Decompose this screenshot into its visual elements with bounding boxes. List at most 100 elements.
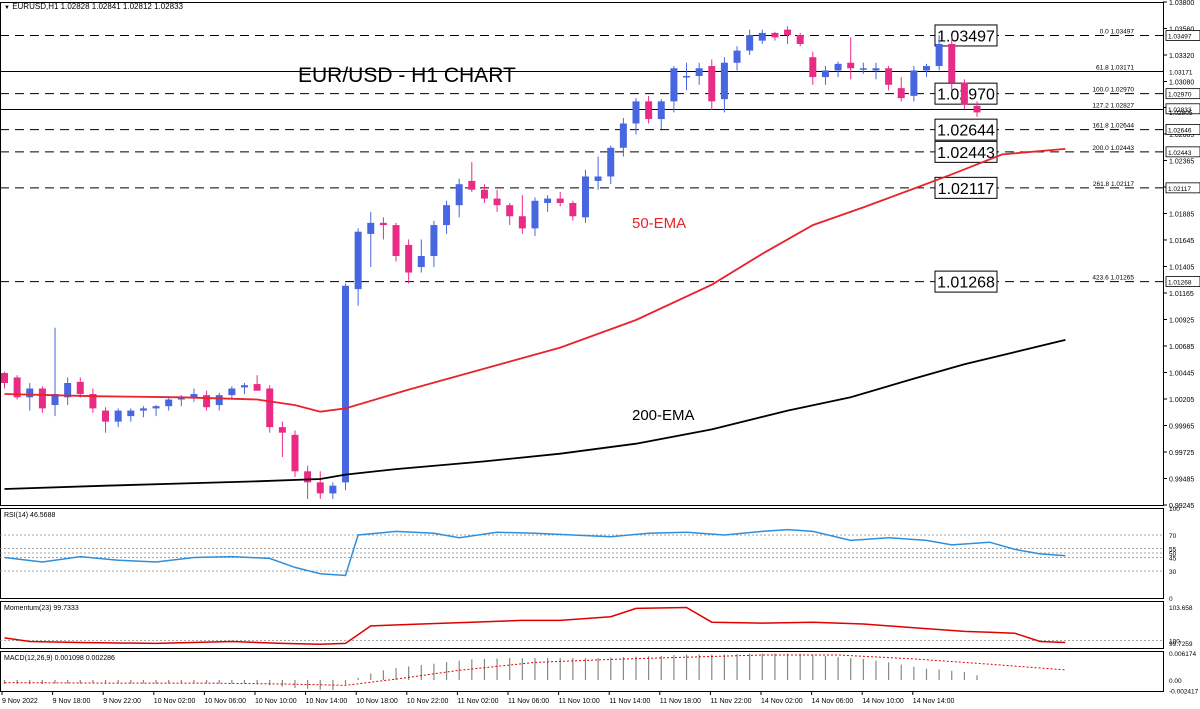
candle-body [102,410,110,422]
momentum-tick-label: 100 [1169,639,1180,646]
candle-body [240,385,248,388]
y-tick-label: 1.03560 [1169,27,1194,34]
candle-body [278,427,286,433]
rsi-name: RSI(14) 46.5688 [4,512,55,519]
candle-body [468,180,476,190]
candle-body [619,123,627,148]
candle-body [935,43,943,67]
fib-label: 261.8 1.02117 [1093,181,1134,188]
rsi-tick-label: 55 [1169,547,1177,554]
x-tick-label: 10 Nov 10:00 [255,698,297,705]
ema50-line [4,148,1066,413]
candle-body [695,68,703,76]
candle-body [379,222,387,226]
candle-body [253,384,261,391]
level-label: 1.01268 [937,275,995,292]
rsi-tick-label: 70 [1169,533,1177,540]
candle-body [733,50,741,63]
price-tag-box [1165,146,1200,158]
candle-body [720,62,728,100]
panel-frame-3 [0,651,1164,692]
level-box [934,176,998,199]
candle-body [834,63,842,71]
candle-body [152,406,160,409]
candle-body [114,410,122,422]
level-label: 1.02644 [937,123,995,140]
x-tick-label: 9 Nov 22:00 [103,698,141,705]
candle-body [38,388,46,409]
momentum-tick-label: 103.658 [1169,605,1193,612]
price-tag-label: 1.03497 [1168,33,1192,40]
price-tag-box [1165,30,1200,41]
candle-body [670,68,678,102]
candle-body [683,75,691,78]
candle-body [544,198,552,203]
x-tick-label: 11 Nov 02:00 [457,698,498,705]
ema200-label: 200-EMA [632,407,695,424]
candle-body [632,101,640,124]
y-tick-label: 1.00685 [1169,344,1194,351]
y-tick-label: 1.02605 [1169,132,1194,139]
momentum-tick-label: 99.7259 [1169,641,1193,648]
candle-body [493,198,501,206]
candle-body [443,205,451,226]
candle-body [13,377,21,398]
level-box [934,118,998,141]
x-tick-label: 11 Nov 06:00 [508,698,549,705]
candle-body [645,101,653,120]
y-tick-label: 1.01645 [1169,238,1194,245]
x-tick-label: 11 Nov 22:00 [710,698,751,705]
macd-tick-label: -0.002417 [1169,689,1199,696]
rsi-tick-label: 0 [1169,596,1173,603]
y-tick-label: 0.99725 [1169,450,1194,457]
candle-body [64,382,72,398]
fib-label: 61.8 1.03171 [1096,64,1134,71]
panel-frame-2 [0,601,1164,649]
dropdown-arrow-icon[interactable]: ▼ [4,5,10,11]
candle-body [821,70,829,78]
ema50-label: 50-EMA [632,215,686,232]
candle-body [809,57,817,78]
y-tick-label: 0.99965 [1169,423,1194,430]
x-tick-label: 14 Nov 10:00 [862,698,904,705]
candle-body [758,32,766,41]
y-tick-label: 1.03171 [1169,69,1193,76]
momentum-name: Momentum(23) 99.7333 [4,605,79,612]
fib-label: 200.0 1.02443 [1092,145,1134,152]
level-box [934,140,998,163]
candle-body [708,66,716,102]
level-box [934,270,998,293]
candle-body [973,105,981,113]
candle-body [960,82,968,105]
fib-label: 127.2 1.02827 [1092,102,1134,109]
candle-body [771,32,779,38]
x-tick-label: 10 Nov 06:00 [204,698,246,705]
price-tag-label: 1.02646 [1168,127,1192,134]
candle-body [859,68,867,70]
candle-body [607,147,615,177]
fib-label: 423.6 1.01265 [1092,275,1134,282]
rsi-tick-label: 50 [1169,551,1177,558]
chart-title: EUR/USD - H1 CHART [298,64,516,87]
fib-label: 100.0 1.02970 [1092,87,1134,94]
candle-body [531,200,539,229]
candle-body [392,225,400,256]
candle-body [215,395,223,406]
x-tick-label: 10 Nov 14:00 [306,698,348,705]
rsi-tick-label: 30 [1169,569,1177,576]
level-label: 1.02117 [938,181,995,198]
y-tick-label: 1.03320 [1169,53,1194,60]
ema200-line [4,339,1066,490]
price-tag-label: 1.02443 [1168,150,1192,157]
candle-body [228,388,236,396]
candle-body [922,66,930,71]
candle-body [26,388,34,398]
macd-tick-label: 0.00 [1169,678,1182,685]
fib-label: 0.0 1.03497 [1100,28,1135,35]
symbol-info: ▼ EURUSD,H1 1.02828 1.02841 1.02812 1.02… [4,2,183,11]
x-tick-label: 11 Nov 10:00 [559,698,600,705]
candle-body [1,373,8,383]
candle-body [430,225,438,256]
price-tag-box [1165,124,1200,135]
